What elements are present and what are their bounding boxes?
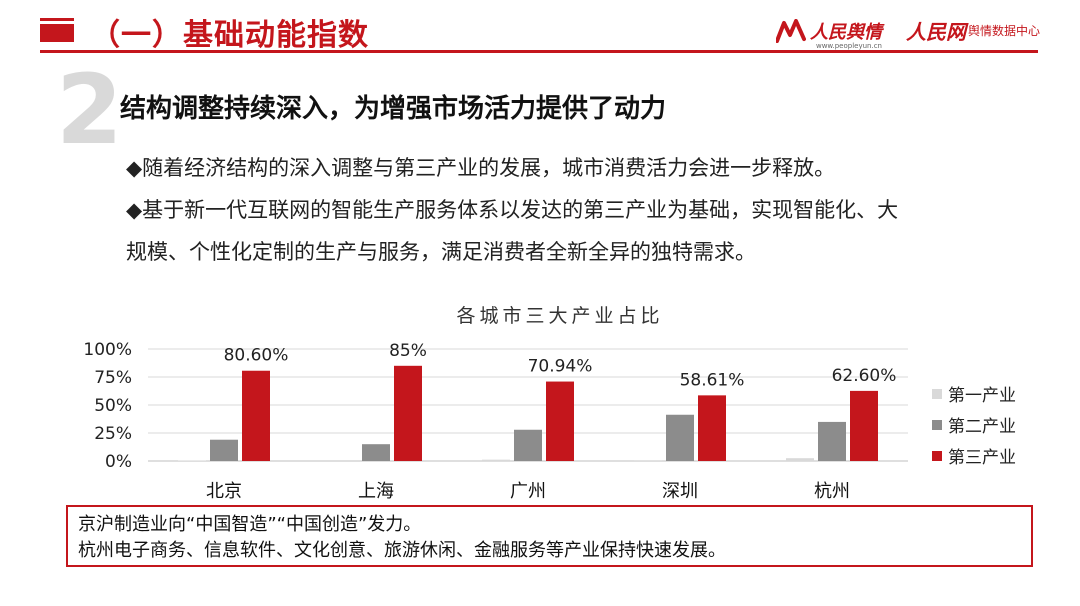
bar <box>210 439 238 461</box>
header-divider <box>40 50 1038 53</box>
legend-swatch <box>932 450 942 461</box>
bullet-list: ◆随着经济结构的深入调整与第三产业的发展，城市消费活力会进一步释放。 ◆基于新一… <box>126 147 1046 273</box>
bar <box>242 370 270 461</box>
bar <box>666 414 694 461</box>
x-tick-label: 杭州 <box>814 481 850 502</box>
page-title: （一）基础动能指数 <box>90 18 369 53</box>
header-accent-bar <box>40 18 74 42</box>
y-tick-label: 0% <box>105 452 132 472</box>
logo-url: www.peopleyun.cn <box>815 41 882 50</box>
y-tick-label: 25% <box>94 424 132 444</box>
y-tick-label: 75% <box>94 368 132 388</box>
logo-text-data-center: 舆情数据中心 <box>967 24 1040 38</box>
note-line: 京沪制造业向“中国智造”“中国创造”发力。 <box>78 514 422 535</box>
y-tick-label: 100% <box>83 340 132 360</box>
logo-text-yuqing: 人民舆情 <box>809 21 882 43</box>
bar <box>514 429 542 461</box>
x-tick-label: 上海 <box>358 481 394 502</box>
bar <box>362 444 390 461</box>
legend-label: 第一产业 <box>948 386 1016 406</box>
logo-m-icon <box>775 18 806 43</box>
legend-item: 第三产业 <box>932 440 1016 471</box>
data-label: 70.94% <box>528 357 593 377</box>
section-heading: 结构调整持续深入，为增强市场活力提供了动力 <box>120 94 667 124</box>
bar <box>482 459 510 461</box>
legend-item: 第二产业 <box>932 409 1016 440</box>
legend-swatch <box>932 388 942 399</box>
bullet-item-continuation: 规模、个性化定制的生产与服务，满足消费者全新全异的独特需求。 <box>126 240 756 264</box>
note-box: 京沪制造业向“中国智造”“中国创造”发力。 杭州电子商务、信息软件、文化创意、旅… <box>66 505 1033 567</box>
data-label: 80.60% <box>224 346 289 366</box>
logo-area: 人民舆情 www.peopleyun.cn 人民网 舆情数据中心 <box>775 16 1040 50</box>
y-tick-label: 50% <box>94 396 132 416</box>
legend-label: 第三产业 <box>948 448 1016 468</box>
logo-text-renminwang: 人民网 <box>905 20 966 44</box>
logo-people-net: 人民网 舆情数据中心 <box>906 16 1040 45</box>
x-tick-label: 广州 <box>510 481 546 502</box>
x-tick-label: 北京 <box>206 481 242 502</box>
logo-people-yuqing: 人民舆情 www.peopleyun.cn <box>775 18 882 50</box>
bullet-item: ◆随着经济结构的深入调整与第三产业的发展，城市消费活力会进一步释放。 <box>126 156 836 180</box>
bar <box>394 365 422 461</box>
chart-legend: 第一产业 第二产业 第三产业 <box>932 378 1016 471</box>
bar <box>546 381 574 461</box>
bar <box>698 395 726 461</box>
bar <box>850 390 878 461</box>
x-tick-label: 深圳 <box>662 481 698 502</box>
bar <box>786 458 814 461</box>
legend-swatch <box>932 419 942 430</box>
section-number: 2 <box>56 54 123 166</box>
legend-label: 第二产业 <box>948 417 1016 437</box>
legend-item: 第一产业 <box>932 378 1016 409</box>
note-line: 杭州电子商务、信息软件、文化创意、旅游休闲、金融服务等产业保持快速发展。 <box>78 540 726 561</box>
data-label: 85% <box>389 341 427 361</box>
bullet-item: ◆基于新一代互联网的智能生产服务体系以发达的第三产业为基础，实现智能化、大 <box>126 198 899 222</box>
data-label: 62.60% <box>832 366 897 386</box>
chart-title: 各城市三大产业占比 <box>456 305 664 327</box>
data-label: 58.61% <box>680 370 745 390</box>
bar <box>818 421 846 461</box>
